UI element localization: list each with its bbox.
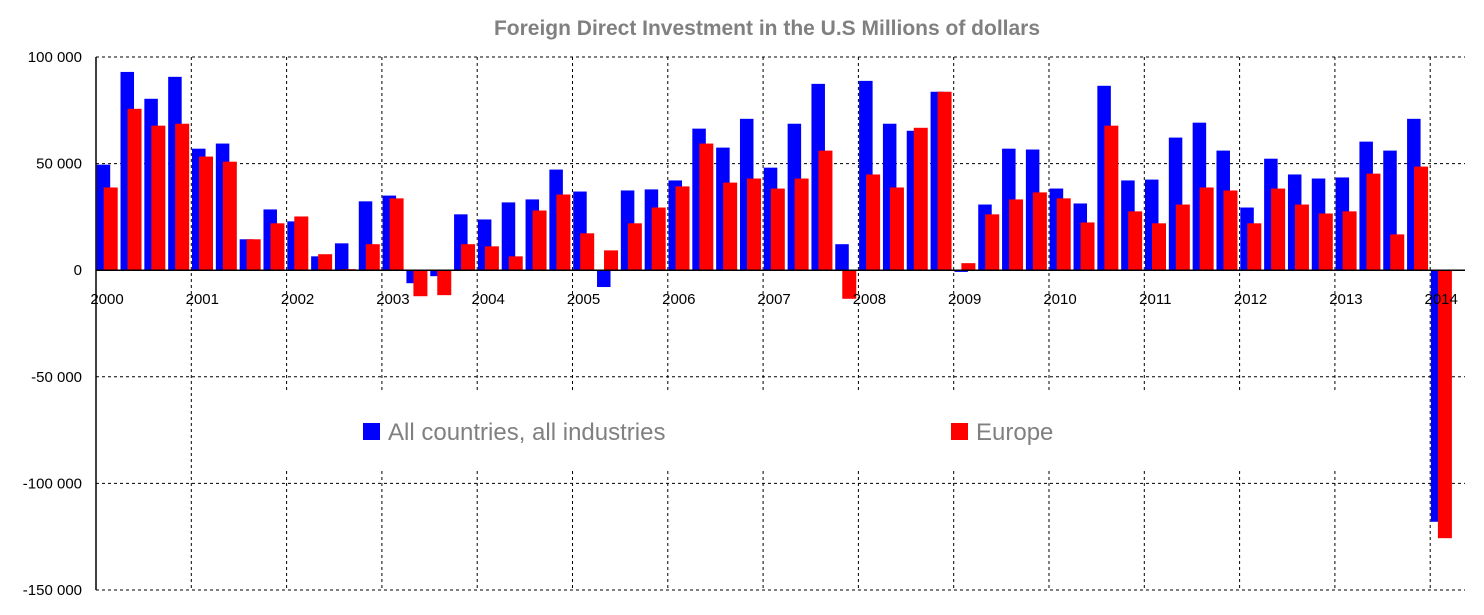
bar-europe <box>1032 192 1047 271</box>
bar-europe <box>484 246 499 271</box>
bar-europe <box>794 178 809 271</box>
bar-europe <box>508 256 523 271</box>
y-tick-label: 0 <box>74 262 82 279</box>
bar-europe <box>770 188 785 271</box>
bar-europe <box>580 233 595 271</box>
bar-europe <box>627 223 642 271</box>
bar-europe <box>270 223 285 271</box>
bar-all-countries <box>501 202 516 271</box>
bar-europe <box>985 214 1000 271</box>
bar-europe <box>1056 198 1071 271</box>
x-tick-label: 2006 <box>662 291 695 308</box>
bars <box>96 71 1452 539</box>
bar-europe <box>175 123 190 271</box>
x-tick-label: 2011 <box>1139 291 1171 308</box>
x-tick-label: 2001 <box>186 291 219 308</box>
bar-europe <box>1294 204 1309 271</box>
x-tick-label: 2003 <box>376 291 409 308</box>
bar-europe <box>1152 223 1166 271</box>
bar-europe <box>389 198 404 271</box>
bar-europe <box>1080 222 1095 271</box>
x-tick-label: 2002 <box>281 291 314 308</box>
bar-europe <box>1342 211 1357 271</box>
bar-all-countries <box>597 270 611 288</box>
bar-europe <box>675 186 690 271</box>
x-tick-label: 2000 <box>90 291 123 308</box>
bar-europe <box>866 174 881 271</box>
bar-europe <box>532 210 547 271</box>
y-tick-label: -50 000 <box>31 369 82 386</box>
bar-europe <box>1128 211 1143 271</box>
bar-europe <box>1104 125 1119 271</box>
bar-europe <box>556 194 571 271</box>
bar-europe <box>818 150 833 271</box>
bar-europe <box>294 216 309 271</box>
y-tick-label: 100 000 <box>28 49 82 66</box>
bar-europe <box>746 178 761 271</box>
bar-europe <box>1009 199 1024 271</box>
bar-europe <box>461 244 476 271</box>
y-tick-label: 50 000 <box>36 156 82 173</box>
bar-europe <box>937 91 952 271</box>
bar-europe <box>889 187 904 271</box>
x-tick-label: 2005 <box>567 291 600 308</box>
x-tick-label: 2010 <box>1043 291 1076 308</box>
bar-europe <box>222 161 237 271</box>
bar-europe <box>723 182 738 271</box>
bar-europe <box>842 270 857 299</box>
x-tick-label: 2009 <box>948 291 981 308</box>
bar-europe <box>246 239 261 271</box>
bar-europe <box>699 143 714 271</box>
grid <box>96 56 1465 591</box>
bar-europe <box>1414 166 1429 271</box>
bar-all-countries <box>835 244 849 271</box>
bar-europe <box>1175 204 1190 271</box>
legend-swatch-europe <box>951 423 968 440</box>
bar-europe <box>199 156 213 271</box>
bar-europe <box>103 187 118 271</box>
bar-europe <box>437 270 452 296</box>
legend: All countries, all industries Europe <box>200 392 1380 468</box>
axes: 100 000 50 000 0 -50 000 -100 000 -150 000 200… <box>23 49 1465 599</box>
y-tick-label: -100 000 <box>23 475 82 492</box>
x-tick-label: 2012 <box>1234 291 1267 308</box>
bar-europe <box>151 125 166 271</box>
chart-title: Foreign Direct Investment in the U.S Mil… <box>494 17 1040 40</box>
bar-europe <box>318 254 333 271</box>
bar-europe <box>961 263 976 271</box>
legend-background <box>200 392 1380 468</box>
x-tick-label: 2013 <box>1329 291 1362 308</box>
bar-europe <box>413 270 428 297</box>
bar-europe <box>913 127 928 271</box>
bar-all-countries <box>430 270 444 277</box>
legend-label-europe: Europe <box>976 419 1053 446</box>
x-tick-label: 2007 <box>757 291 790 308</box>
bar-europe <box>365 244 380 271</box>
bar-europe <box>127 108 142 271</box>
bar-europe <box>1199 187 1214 271</box>
bar-europe <box>1318 213 1333 271</box>
bar-europe <box>1437 270 1452 539</box>
bar-europe <box>1271 188 1286 271</box>
bar-europe <box>651 207 666 271</box>
bar-all-countries <box>954 270 968 272</box>
bar-europe <box>1366 173 1381 271</box>
bar-europe <box>604 250 619 271</box>
x-tick-label: 2008 <box>853 291 886 308</box>
legend-label-all-countries: All countries, all industries <box>388 419 665 446</box>
bar-europe <box>1223 190 1238 271</box>
bar-all-countries <box>334 243 349 271</box>
legend-swatch-all-countries <box>363 423 380 440</box>
x-tick-label: 2004 <box>472 291 505 308</box>
y-tick-label: -150 000 <box>23 582 82 599</box>
x-tick-label: 2014 <box>1425 291 1458 308</box>
bar-europe <box>1247 223 1262 271</box>
bar-europe <box>1390 234 1405 271</box>
